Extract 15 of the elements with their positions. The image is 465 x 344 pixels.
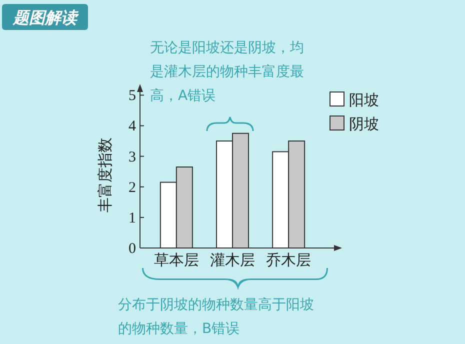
chart-title: 题图解读 [12, 8, 79, 27]
annotation: 无论是阳坡还是阴坡，均是灌木层的物种丰富度最高，A错误 [150, 40, 304, 104]
x-tick-label: 草本层 [154, 251, 199, 269]
y-tick-label: 4 [128, 118, 136, 135]
y-tick-label: 2 [128, 180, 136, 196]
y-tick-label: 1 [128, 210, 136, 226]
x-tick-label: 乔木层 [266, 251, 312, 269]
x-tick-label: 灌木层 [210, 251, 255, 269]
y-tick-label: 0 [128, 241, 136, 257]
y-tick-label: 5 [128, 88, 136, 104]
y-axis-title: 丰富度指数 [96, 138, 114, 212]
text: 分布于阴坡的物种数量高于阳坡的物种数量，B错误 [118, 297, 314, 337]
legend-label: 阴坡 [349, 115, 379, 133]
y-tick-label: 3 [128, 149, 136, 166]
legend-label: 阳坡 [349, 91, 379, 109]
